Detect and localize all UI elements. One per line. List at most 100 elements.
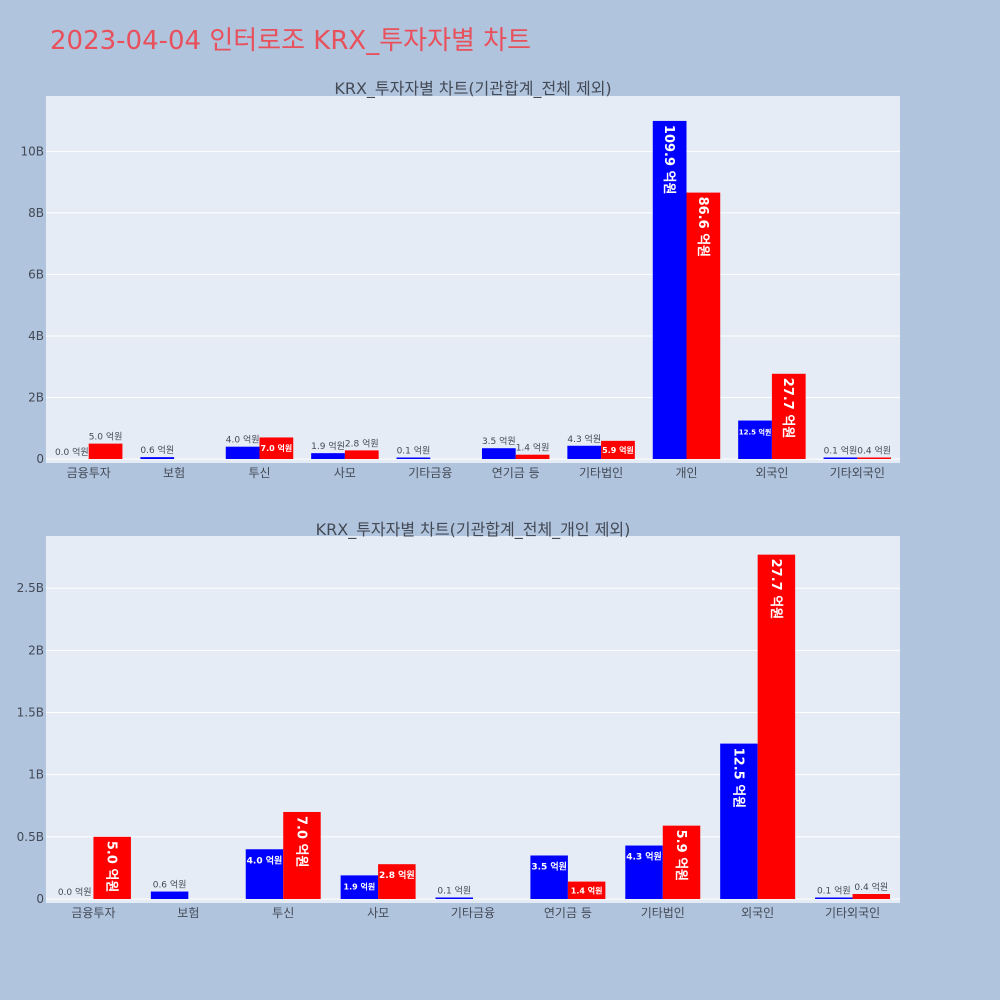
chart2-data-label: 1.4 억원: [571, 885, 603, 895]
chart1-bar-buy: [140, 457, 175, 459]
chart2-bar-sell: [378, 864, 416, 899]
chart2-x-tick-label: 투신: [272, 906, 294, 920]
chart1-bar-sell: [686, 192, 721, 459]
chart2-data-label: 0.4 억원: [854, 881, 888, 893]
chart1-x-tick-label: 사모: [334, 466, 356, 480]
chart1-y-tick-label: 0: [36, 452, 44, 466]
chart2-bar-buy: [720, 743, 758, 899]
chart2-data-label: 27.7 억원: [768, 559, 783, 620]
chart2-bar-sell: [283, 811, 321, 899]
chart2-data-label: 3.5 억원: [531, 860, 567, 872]
chart2-data-label: 0.1 억원: [817, 885, 851, 897]
chart2-bar-buy: [625, 845, 663, 899]
chart1-x-tick-label: 기타금융: [408, 466, 452, 480]
chart1-data-label: 0.1 억원: [397, 445, 431, 457]
chart1-data-label: 0.4 억원: [857, 445, 891, 457]
chart2-x-tick-label: 연기금 등: [544, 906, 592, 920]
chart1-bar-sell: [515, 454, 550, 459]
chart2-bar-sell: [662, 825, 701, 899]
chart2-data-label: 0.0 억원: [58, 886, 92, 898]
chart2-x-tick-label: 기타외국인: [825, 906, 880, 920]
chart2-y-tick-label: 0.5B: [17, 830, 44, 844]
chart1-data-label: 1.4 억원: [516, 442, 550, 454]
chart1-y-tick-label: 2B: [28, 390, 44, 404]
chart2-y-tick-label: 1B: [28, 768, 44, 782]
chart2-x-tick-label: 기타법인: [641, 906, 685, 920]
chart2-bar-sell: [852, 894, 891, 899]
bottom-chart-panel: 0 0.5B 1B 1.5B 2B 2.5B KRX_투자자별 차트(기관합계_전체_개인 …: [17, 520, 900, 920]
chart1-data-label: 2.8 억원: [345, 437, 379, 449]
chart1-y-tick-label: 10B: [20, 144, 44, 158]
chart2-x-tick-label: 보험: [177, 906, 199, 920]
chart1-bar-buy: [481, 448, 516, 459]
chart1-data-label: 4.0 억원: [226, 434, 260, 446]
chart2-x-tick-label: 사모: [367, 906, 389, 920]
chart2-title: KRX_투자자별 차트(기관합계_전체_개인 제외): [316, 520, 631, 540]
chart1-x-tick-label: 보험: [163, 466, 185, 480]
chart1-data-label: 1.9 억원: [311, 440, 345, 452]
chart1-bar-sell: [601, 440, 635, 459]
chart1-bar-buy: [567, 445, 602, 459]
chart1-data-label: 4.3 억원: [567, 433, 601, 445]
chart1-bar-sell: [771, 373, 806, 459]
chart2-x-tick-label: 기타금융: [451, 906, 495, 920]
chart2-y-tick-label: 2.5B: [17, 581, 44, 595]
chart2-bar-sell: [567, 881, 606, 899]
chart1-data-label: 5.0 억원: [89, 431, 123, 443]
chart1-bar-buy: [311, 453, 345, 459]
chart2-bar-buy: [530, 855, 568, 899]
chart1-x-tick-label: 외국인: [755, 466, 788, 480]
chart2-data-label: 12.5 억원: [730, 748, 745, 809]
chart1-x-tick-label: 기타외국인: [830, 466, 885, 480]
chart2-x-tick-label: 금융투자: [71, 906, 115, 920]
chart1-bar-sell: [344, 450, 379, 459]
chart2-bar-buy: [245, 849, 284, 899]
chart1-x-tick-label: 기타법인: [579, 466, 623, 480]
chart1-bar-sell: [259, 437, 294, 459]
chart1-data-label: 27.7 억원: [780, 378, 795, 439]
chart1-title: KRX_투자자별 차트(기관합계_전체 제외): [334, 79, 611, 99]
chart2-y-tick-label: 0: [36, 892, 44, 906]
chart1-x-tick-label: 개인: [675, 466, 697, 480]
chart1-y-tick-label: 8B: [28, 206, 44, 220]
chart1-data-label: 109.9 억원: [661, 125, 676, 195]
chart1-x-tick-label: 투신: [248, 466, 270, 480]
chart2-data-label: 0.1 억원: [437, 885, 471, 897]
chart2-data-label: 5.9 억원: [673, 830, 688, 881]
chart1-plot-area: [46, 96, 900, 463]
chart2-y-tick-label: 1.5B: [17, 706, 44, 720]
chart2-data-label: 2.8 억원: [379, 869, 415, 881]
chart2-bar-buy: [150, 891, 189, 899]
chart2-data-label: 0.6 억원: [153, 879, 187, 891]
chart2-x-tick-label: 외국인: [741, 906, 774, 920]
chart1-data-label: 0.1 억원: [824, 445, 858, 457]
chart1-data-label: 86.6 억원: [695, 197, 710, 258]
chart1-bar-buy: [396, 457, 431, 459]
chart1-data-label: 3.5 억원: [482, 435, 516, 447]
figure-title: 2023-04-04 인터로조 KRX_투자자별 차트: [50, 26, 531, 56]
chart2-bar-sell: [757, 554, 796, 899]
chart2-data-label: 7.0 억원: [293, 816, 308, 867]
top-chart-panel: 0 2B 4B 6B 8B 10B KRX_투자자별 차트(기관합계_전체 제외) 금융투자 0…: [20, 79, 900, 480]
chart1-x-tick-label: 연기금 등: [492, 466, 540, 480]
chart2-bar-buy: [435, 897, 473, 899]
chart2-bar-buy: [340, 875, 379, 899]
chart1-data-label: 12.5 억원: [739, 428, 772, 437]
chart1-bar-buy: [225, 446, 260, 459]
chart1-bar-sell: [857, 457, 892, 459]
chart1-data-label: 5.9 억원: [602, 445, 634, 455]
chart2-data-label: 5.0 억원: [104, 841, 119, 892]
chart1-bar-buy: [823, 457, 858, 459]
chart1-y-tick-label: 6B: [28, 267, 44, 281]
chart2-bar-buy: [815, 897, 853, 899]
chart2-bar-sell: [93, 836, 131, 899]
chart1-data-label: 0.6 억원: [140, 444, 174, 456]
chart1-bar-buy: [738, 420, 772, 459]
chart1-data-label: 7.0 억원: [261, 443, 293, 453]
chart2-data-label: 1.9 억원: [344, 881, 376, 891]
chart1-y-tick-label: 4B: [28, 329, 44, 343]
chart2-data-label: 4.3 억원: [626, 851, 662, 863]
chart1-bar-sell: [88, 443, 123, 459]
chart1-bar-buy: [652, 120, 687, 460]
